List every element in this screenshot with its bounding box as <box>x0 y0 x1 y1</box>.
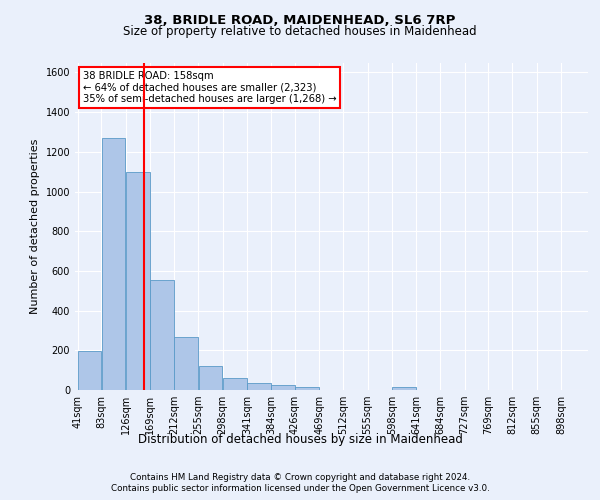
Text: Contains HM Land Registry data © Crown copyright and database right 2024.: Contains HM Land Registry data © Crown c… <box>130 472 470 482</box>
Y-axis label: Number of detached properties: Number of detached properties <box>30 138 40 314</box>
Bar <box>223 378 247 390</box>
Bar <box>78 350 101 390</box>
Bar <box>150 280 174 390</box>
Bar <box>199 366 223 390</box>
Bar <box>271 385 295 390</box>
Bar <box>175 338 198 390</box>
Text: Distribution of detached houses by size in Maidenhead: Distribution of detached houses by size … <box>137 432 463 446</box>
Bar <box>247 383 271 390</box>
Bar <box>295 387 319 390</box>
Text: 38 BRIDLE ROAD: 158sqm
← 64% of detached houses are smaller (2,323)
35% of semi-: 38 BRIDLE ROAD: 158sqm ← 64% of detached… <box>83 70 337 104</box>
Bar <box>102 138 125 390</box>
Bar <box>392 387 416 390</box>
Text: Size of property relative to detached houses in Maidenhead: Size of property relative to detached ho… <box>123 25 477 38</box>
Text: Contains public sector information licensed under the Open Government Licence v3: Contains public sector information licen… <box>110 484 490 493</box>
Text: 38, BRIDLE ROAD, MAIDENHEAD, SL6 7RP: 38, BRIDLE ROAD, MAIDENHEAD, SL6 7RP <box>145 14 455 27</box>
Bar <box>126 172 150 390</box>
